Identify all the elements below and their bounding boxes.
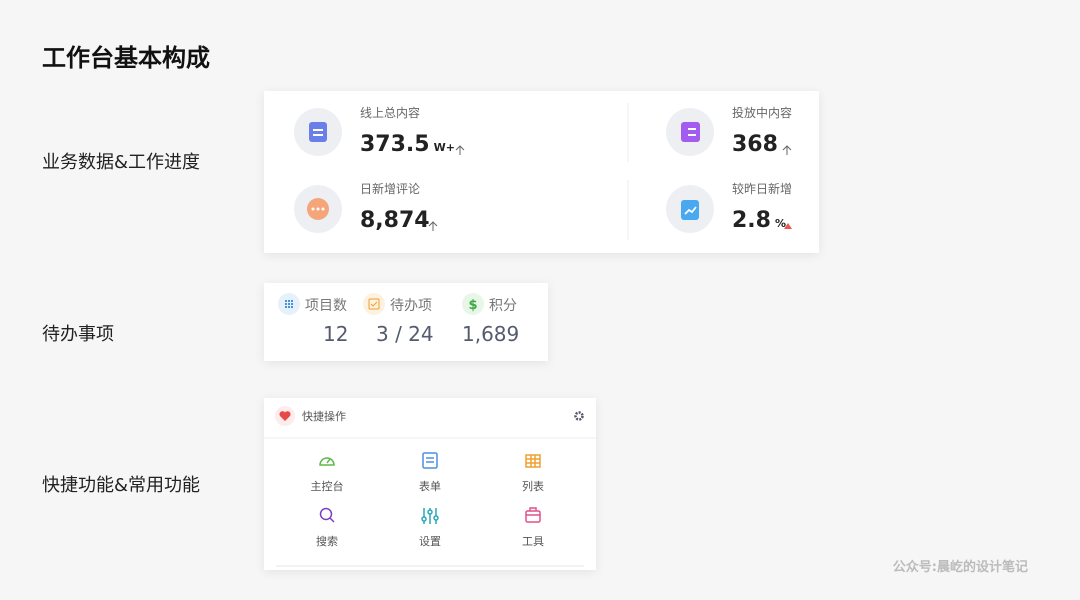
icon	[311, 207, 315, 211]
quick-item[interactable]: 工具	[522, 535, 544, 548]
trend-arrow	[428, 145, 792, 231]
stat-value: 373.5 W+	[360, 132, 455, 157]
todo-label: 待办项	[390, 298, 432, 314]
stat-label: 较昨日新增	[732, 182, 793, 196]
settings-icon[interactable]	[574, 411, 584, 421]
icon	[681, 122, 700, 142]
stat-number: 368	[732, 132, 778, 157]
section-label: 待办事项	[42, 324, 114, 345]
quick-item[interactable]: 搜索	[316, 535, 338, 548]
icon-bg	[462, 293, 484, 315]
todo-value: 3 / 24	[376, 322, 434, 346]
stat-value: 2.8%	[732, 208, 786, 233]
todo-value: 12	[323, 322, 349, 346]
icon	[321, 207, 325, 211]
stat-unit: W+	[433, 141, 455, 154]
icon	[285, 300, 293, 308]
quick-icons	[319, 452, 541, 524]
stats-card	[264, 91, 819, 253]
quick-item[interactable]: 列表	[522, 480, 544, 493]
stat-unit: %	[774, 217, 787, 230]
stat-value: 8,874	[360, 208, 430, 233]
quick-item[interactable]: 主控台	[310, 480, 344, 493]
stat-value: 368	[732, 132, 778, 157]
todo-value: 1,689	[462, 322, 520, 346]
icon	[684, 206, 697, 215]
quick-title: 快捷操作	[302, 410, 346, 423]
stat-label: 线上总内容	[360, 106, 421, 120]
quick-card	[264, 398, 596, 570]
icon	[309, 122, 327, 142]
section-label: 快捷功能&常用功能	[42, 475, 201, 496]
todo-label: 积分	[489, 298, 517, 314]
icon	[368, 298, 380, 310]
icon	[279, 411, 291, 421]
todo-card	[264, 283, 548, 361]
quick-item[interactable]: 设置	[419, 535, 441, 548]
watermark: 公众号:晨屹的设计笔记	[892, 560, 1028, 575]
icon-bg	[363, 293, 385, 315]
section-label: 业务数据&工作进度	[42, 152, 201, 173]
icon: $	[468, 298, 477, 313]
stat-number: 8,874	[360, 208, 430, 233]
icon	[316, 207, 320, 211]
stat-label: 投放中内容	[732, 106, 793, 120]
todo-label: 项目数	[305, 298, 347, 314]
icon	[370, 301, 378, 307]
stat-number: 373.5	[360, 132, 430, 157]
trend-up	[784, 223, 792, 229]
quick-item[interactable]: 表单	[419, 480, 441, 493]
page-title: 工作台基本构成	[42, 44, 210, 72]
stat-label: 日新增评论	[360, 182, 421, 196]
stat-number: 2.8	[732, 208, 771, 233]
